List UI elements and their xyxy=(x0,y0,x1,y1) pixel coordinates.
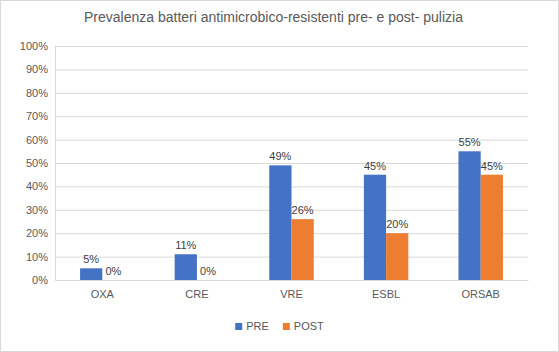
bar xyxy=(292,219,314,280)
x-axis-line xyxy=(56,280,529,281)
data-label: 0% xyxy=(200,265,216,277)
y-tick-label: 60% xyxy=(26,134,48,146)
grid-line xyxy=(55,69,528,70)
data-label: 20% xyxy=(386,218,408,230)
y-axis-line xyxy=(55,47,56,281)
y-tick: 0% xyxy=(32,274,55,286)
y-tick: 90% xyxy=(26,63,55,75)
x-tick-label: ESBL xyxy=(372,288,400,300)
x-tick-label: OXA xyxy=(91,288,115,300)
bar xyxy=(197,280,219,281)
bar xyxy=(80,268,102,280)
y-tick-label: 20% xyxy=(26,227,48,239)
y-tick-label: 90% xyxy=(26,63,48,75)
legend: PRE POST xyxy=(235,320,324,332)
data-label: 45% xyxy=(364,160,386,172)
x-tick: ESBL xyxy=(372,280,400,300)
bar xyxy=(175,254,197,280)
chart-frame xyxy=(1,1,559,352)
x-tick-label: ORSAB xyxy=(461,288,500,300)
bar xyxy=(102,280,124,281)
y-tick-label: 80% xyxy=(26,87,48,99)
y-tick: 30% xyxy=(26,204,55,216)
y-tick-label: 40% xyxy=(26,180,48,192)
y-tick: 20% xyxy=(26,227,55,239)
data-label: 0% xyxy=(105,265,121,277)
y-tick-label: 10% xyxy=(26,251,48,263)
grid-line xyxy=(55,163,528,164)
data-label: 11% xyxy=(175,239,196,251)
x-tick-label: VRE xyxy=(280,288,303,300)
legend-label: POST xyxy=(294,320,324,332)
grid xyxy=(55,47,528,281)
y-tick: 100% xyxy=(20,40,55,52)
x-tick-label: CRE xyxy=(185,288,208,300)
grid-line xyxy=(55,280,528,281)
legend-label: PRE xyxy=(246,320,269,332)
legend-swatch xyxy=(283,323,290,330)
grid-line xyxy=(55,46,528,47)
y-tick-label: 0% xyxy=(32,274,48,286)
data-label: 26% xyxy=(292,204,314,216)
bar xyxy=(481,175,503,280)
legend-item: PRE xyxy=(235,320,269,332)
x-axis: OXA CRE VRE ESBL ORSAB xyxy=(56,280,529,300)
bars xyxy=(80,151,503,280)
y-tick: 80% xyxy=(26,87,55,99)
y-tick: 50% xyxy=(26,157,55,169)
data-label: 45% xyxy=(481,160,503,172)
bar xyxy=(269,165,291,280)
y-tick-label: 50% xyxy=(26,157,48,169)
data-label: 55% xyxy=(459,136,481,148)
y-tick-label: 30% xyxy=(26,204,48,216)
data-labels: 5%11%49%45%55%0%0%26%20%45% xyxy=(83,136,503,277)
x-tick: OXA xyxy=(91,280,115,300)
bar xyxy=(364,175,386,280)
y-tick: 70% xyxy=(26,110,55,122)
y-tick: 40% xyxy=(26,180,55,192)
y-tick-label: 70% xyxy=(26,110,48,122)
bar xyxy=(386,233,408,280)
legend-swatch xyxy=(235,323,242,330)
x-tick: CRE xyxy=(185,280,208,300)
y-axis: 0% 10% 20% 30% 40% 50% 60% 70% 80% 90% 100% xyxy=(20,40,56,286)
chart: Prevalenza batteri antimicrobico-resiste… xyxy=(0,0,559,352)
legend-item: POST xyxy=(283,320,324,332)
y-tick: 60% xyxy=(26,134,55,146)
data-label: 5% xyxy=(83,253,99,265)
grid-line xyxy=(55,93,528,94)
y-tick: 10% xyxy=(26,251,55,263)
plot: 0% 10% 20% 30% 40% 50% 60% 70% 80% 90% 100% OXA CRE V… xyxy=(20,40,529,300)
y-tick-label: 100% xyxy=(20,40,48,52)
data-label: 49% xyxy=(269,150,291,162)
grid-line xyxy=(55,140,528,141)
bar xyxy=(458,151,480,280)
grid-line xyxy=(55,116,528,117)
chart-title: Prevalenza batteri antimicrobico-resiste… xyxy=(84,9,463,25)
x-tick: VRE xyxy=(280,280,303,300)
x-tick: ORSAB xyxy=(461,280,500,300)
